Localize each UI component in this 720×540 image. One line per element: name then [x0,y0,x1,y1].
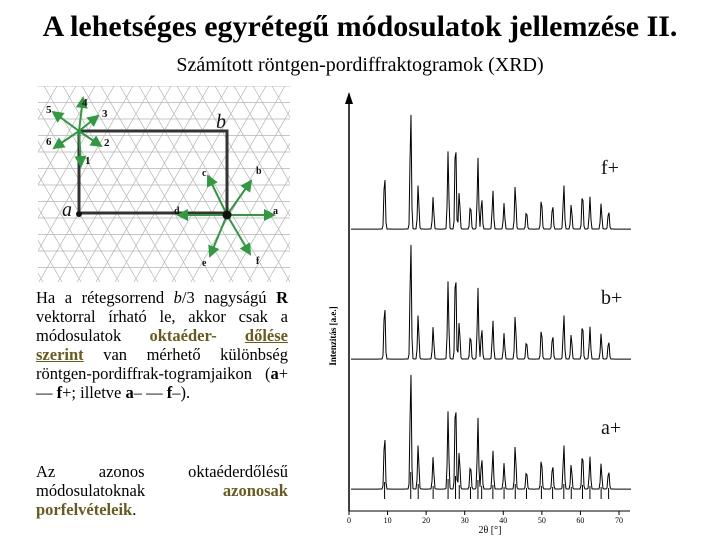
origin-point [76,211,82,217]
x-tick-label: 70 [615,516,623,525]
x-tick-label: 20 [422,516,430,525]
xrd-figure: Intenzitás [a.e.] 0 10 20 30 40 50 60 70 2θ [°]… [328,92,631,536]
lattice-background [38,86,290,282]
arrow-label-1: 1 [85,155,91,167]
arrow-label-6: 6 [46,136,52,148]
xrd-patterns [351,114,631,499]
arrow-label-e: e [202,258,207,269]
arrow-label-a: a [273,206,278,217]
lattice-lines [38,86,290,282]
description-paragraph-1: Ha a rétegsorrend b/3 nagyságú R vektorr… [36,288,289,402]
slide-title: A lehetséges egyrétegű módosulatok jelle… [42,10,678,43]
arrow-label-2: 2 [104,137,110,149]
x-tick-label: 40 [499,516,507,525]
unit-cell-rectangle [77,129,229,215]
arrow-label-b: b [256,166,262,177]
xrd-pattern-line [351,374,631,490]
pattern-label-a-plus: a+ [601,417,621,439]
x-tick-label: 60 [576,516,584,525]
axis-label-a: a [62,199,72,221]
arrow-label-3: 3 [102,108,108,120]
x-axis-ticks: 0 10 20 30 40 50 60 70 [347,511,623,525]
arrow-label-d: d [174,206,180,217]
x-tick-label: 10 [384,516,392,525]
x-tick-label: 30 [461,516,469,525]
x-tick-label: 50 [538,516,546,525]
axis-label-b: b [216,111,226,133]
xrd-pattern-line [351,114,631,230]
y-axis-arrow [345,92,353,104]
x-axis-label: 2θ [°] [479,525,502,536]
slide-subtitle: Számított röntgen-pordiffraktogramok (XR… [176,54,544,76]
pattern-label-b-plus: b+ [601,287,622,309]
x-tick-label: 0 [347,516,351,525]
arrow-label-4: 4 [82,97,88,109]
center-point [222,210,232,220]
lattice-figure: 4 5 3 6 2 1 c b d a e f a b [38,86,290,282]
pattern-label-f-plus: f+ [601,157,619,179]
y-axis-label: Intenzitás [a.e.] [328,306,338,365]
arrow-label-f: f [256,256,260,267]
right-vector-arrows [176,174,276,258]
arrow-label-c: c [202,168,207,179]
xrd-pattern-line [351,244,631,360]
description-paragraph-2: Az azonos oktaéderdőlésű módosulatoknak … [36,462,288,519]
left-vector-arrows [51,96,103,168]
arrow-label-5: 5 [46,104,52,116]
